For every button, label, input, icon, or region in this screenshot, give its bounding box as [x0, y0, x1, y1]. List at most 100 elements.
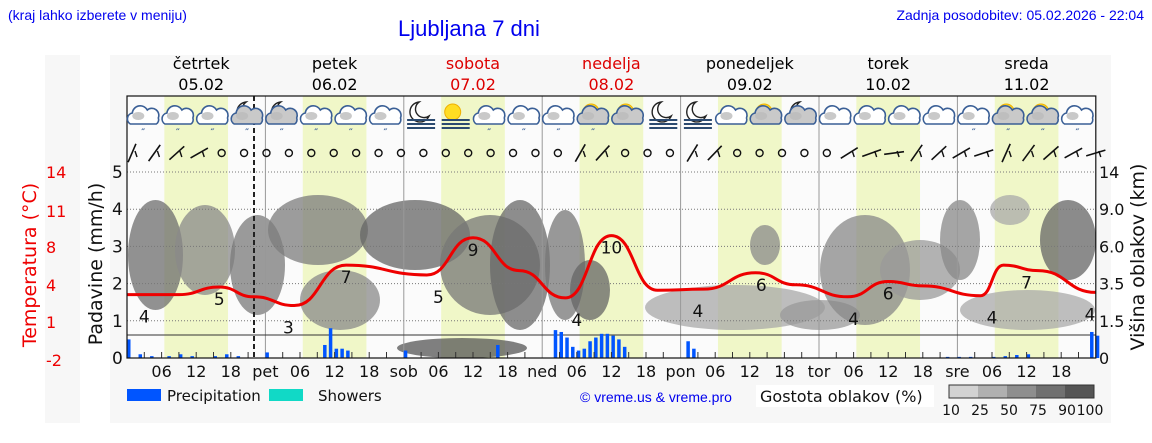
temperature-value-label: 4 [1085, 305, 1096, 325]
cloud-density-value: 75 [1029, 403, 1047, 419]
day-name-label: sreda [1004, 54, 1048, 73]
wind-barb-icon [952, 147, 971, 159]
x-hour-label: 06 [982, 362, 1002, 381]
cloud-icon [714, 105, 748, 125]
temperature-axis-panel [45, 55, 80, 423]
temperature-value-label: 4 [692, 302, 703, 322]
cloud-density-value: 25 [971, 403, 989, 419]
precipitation-tick: 0 [112, 349, 123, 369]
wind-calm-icon [419, 148, 428, 158]
wind-calm-icon [643, 148, 652, 158]
sun-cloud-rain-icon: ″ [991, 103, 1025, 138]
precipitation-bar [127, 339, 131, 358]
cloud-rain-icon: ″ [507, 105, 541, 138]
wind-barb-icon [973, 149, 994, 157]
precipitation-bar [328, 328, 333, 358]
precipitation-bar [1026, 354, 1031, 358]
x-hour-label: 12 [601, 362, 621, 381]
wind-barb-feather [717, 150, 721, 158]
showers-legend-swatch [269, 389, 303, 401]
temperature-tick: 14 [46, 163, 66, 182]
temperature-value-label: 4 [987, 309, 998, 329]
region-hint[interactable]: (kraj lahko izberete v meniju) [8, 7, 187, 23]
wind-calm-icon [374, 148, 383, 158]
x-hour-label: 18 [1051, 362, 1071, 381]
precipitation-bar [178, 354, 183, 358]
x-hour-label: 18 [221, 362, 241, 381]
wind-calm-icon [755, 148, 764, 158]
rain-drops: ″ [487, 128, 491, 138]
rain-drops: ″ [314, 128, 318, 138]
precipitation-bar [225, 354, 229, 358]
wind-barb-feather [873, 150, 878, 158]
cloud-density-area [940, 200, 980, 280]
page-title: Ljubljana 7 dni [398, 16, 540, 41]
rain-drops: ″ [176, 128, 180, 138]
cloud-density-area [128, 200, 183, 310]
sun-cloud-rain-icon: ″ [576, 103, 610, 138]
rain-drops: ″ [349, 128, 353, 138]
cloud-shade [616, 112, 629, 120]
day-name-label: ponedeljek [706, 54, 795, 73]
wind-barb-icon [686, 144, 699, 162]
precipitation-tick: 5 [112, 163, 123, 183]
temperature-tick: -2 [46, 351, 62, 370]
temperature-value-label: 6 [883, 285, 894, 305]
precipitation-bar [138, 354, 143, 358]
precipitation-bar [565, 337, 569, 358]
x-hour-label: 12 [1016, 362, 1036, 381]
cloud-shade [1066, 112, 1079, 120]
moon-fog-icon [649, 101, 678, 129]
precipitation-bar [686, 341, 690, 358]
cloud-shade [512, 112, 525, 120]
wind-calm-icon [620, 148, 630, 158]
precipitation-tick: 2 [112, 275, 123, 295]
x-hour-label: 06 [843, 362, 863, 381]
wind-calm-icon [800, 148, 809, 158]
temperature-value-label: 4 [571, 311, 582, 331]
precipitation-bar [571, 346, 575, 358]
temperature-tick: 1 [46, 313, 56, 332]
wind-calm-icon [351, 148, 361, 158]
wind-calm-icon [486, 148, 495, 158]
wind-barb-feather [582, 150, 586, 158]
last-update: Zadnja posodobitev: 05.02.2026 - 22:04 [896, 7, 1144, 23]
precipitation-bar [611, 335, 615, 358]
precipitation-tick: 4 [112, 200, 123, 220]
cloud-density-area [880, 240, 960, 300]
wind-barb-icon [147, 144, 161, 162]
showers-legend-label: Showers [318, 387, 382, 405]
wind-barb-feather [963, 150, 967, 158]
wind-calm-icon [732, 148, 742, 158]
precipitation-bar [576, 350, 581, 358]
wind-barb-feather [896, 150, 900, 158]
precipitation-legend-swatch [127, 389, 161, 401]
cloud-icon [922, 105, 956, 125]
rain-drops: ″ [1041, 128, 1045, 138]
cloud-shade [236, 112, 249, 120]
precipitation-bar [617, 339, 621, 358]
cloud-rain-icon: ″ [368, 105, 402, 138]
wind-barb-feather [605, 150, 609, 158]
cloud-density-value: 90 [1058, 403, 1076, 419]
temperature-tick: 4 [46, 276, 56, 295]
x-hour-label: 18 [636, 362, 656, 381]
wind-calm-icon [822, 148, 832, 158]
wind-barb-icon [707, 145, 723, 161]
precipitation-bar [594, 337, 598, 358]
x-hour-label: 12 [186, 362, 206, 381]
rain-drops: ″ [211, 128, 215, 138]
precipitation-bar [403, 350, 408, 358]
copyright-link: © vreme.us & vreme.pro [580, 389, 732, 405]
precipitation-bar [334, 348, 339, 358]
precipitation-bar [599, 333, 604, 358]
wind-barb-icon [1001, 143, 1011, 163]
temperature-value-label: 5 [214, 290, 225, 310]
precipitation-bar [1003, 356, 1008, 358]
sun-cloud-icon [749, 103, 783, 125]
x-day-label: tor [808, 362, 831, 381]
precipitation-bar [1095, 335, 1100, 358]
cloud-height-tick: 1.5 [1099, 312, 1124, 331]
x-hour-label: 18 [774, 362, 794, 381]
cloud-density-area [750, 225, 780, 265]
